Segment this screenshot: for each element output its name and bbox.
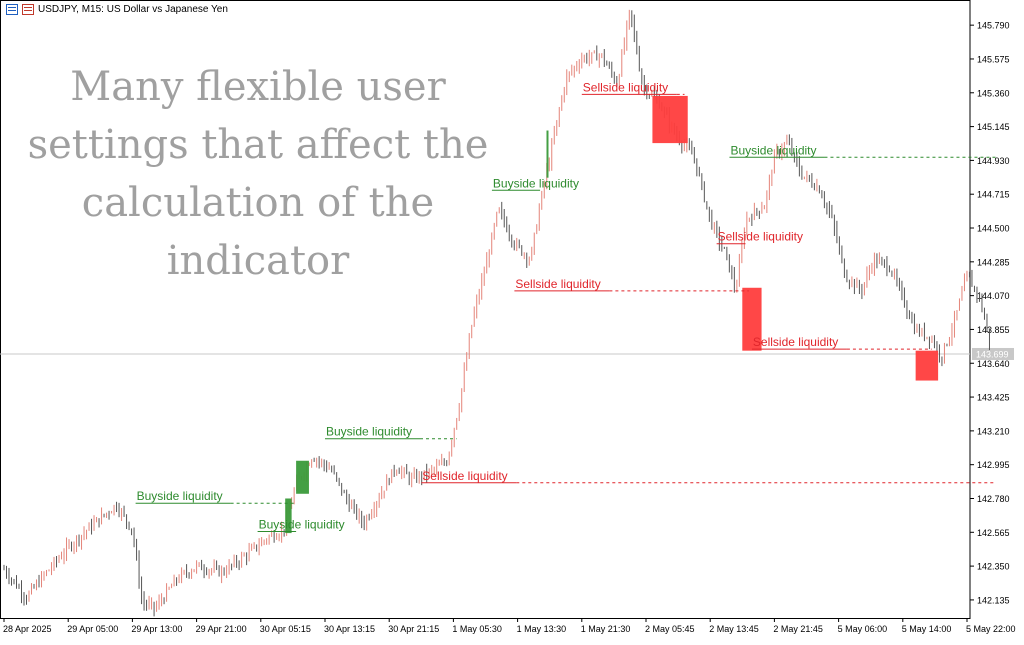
- sellside-zone: [652, 95, 688, 144]
- y-tick-label: 144.715: [977, 190, 1010, 200]
- overlay-caption-line: indicator: [166, 238, 350, 284]
- overlay-caption-line: settings that affect the: [27, 122, 489, 168]
- buyside-label: Buyside liquidity: [326, 425, 412, 439]
- buyside-zone: [296, 460, 309, 494]
- overlay-caption-line: Many flexible user: [70, 64, 446, 110]
- buyside-label: Buyside liquidity: [259, 518, 345, 532]
- overlay-caption: Many flexible user settings that affect …: [20, 58, 496, 290]
- y-tick-label: 142.350: [977, 562, 1010, 572]
- y-tick-label: 144.930: [977, 156, 1010, 166]
- x-tick-label: 30 Apr 21:15: [388, 624, 439, 634]
- x-tick-label: 1 May 05:30: [452, 624, 502, 634]
- y-tick-label: 143.425: [977, 393, 1010, 403]
- y-tick-label: 145.575: [977, 54, 1010, 64]
- chart-title-bar: USDJPY, M15: US Dollar vs Japanese Yen: [6, 4, 228, 15]
- y-tick-label: 142.995: [977, 460, 1010, 470]
- sellside-label: Sellside liquidity: [515, 277, 600, 291]
- y-tick-label: 142.135: [977, 595, 1010, 605]
- x-tick-label: 2 May 05:45: [645, 624, 695, 634]
- symbol-title: USDJPY, M15: US Dollar vs Japanese Yen: [38, 4, 228, 15]
- x-tick-label: 5 May 06:00: [838, 624, 888, 634]
- x-tick-label: 28 Apr 2025: [3, 624, 52, 634]
- x-tick-label: 29 Apr 05:00: [67, 624, 118, 634]
- y-tick-label: 145.790: [977, 21, 1010, 31]
- y-tick-label: 143.210: [977, 426, 1010, 436]
- buyside-label: Buyside liquidity: [730, 143, 816, 157]
- sellside-label: Sellside liquidity: [422, 469, 507, 483]
- x-tick-label: 29 Apr 13:00: [131, 624, 182, 634]
- x-tick-label: 5 May 22:00: [966, 624, 1016, 634]
- x-tick-label: 1 May 13:30: [517, 624, 567, 634]
- buyside-label: Buyside liquidity: [137, 489, 223, 503]
- sellside-label: Sellside liquidity: [753, 335, 838, 349]
- sellside-zone: [742, 287, 762, 351]
- y-tick-label: 145.145: [977, 122, 1010, 132]
- x-tick-label: 2 May 21:45: [773, 624, 823, 634]
- chart-window-icon[interactable]: [6, 4, 18, 15]
- overlay-caption-line: calculation of the: [81, 180, 435, 226]
- sellside-label: Sellside liquidity: [718, 230, 803, 244]
- x-tick-label: 29 Apr 21:00: [196, 624, 247, 634]
- chart-window-icon[interactable]: [22, 4, 34, 15]
- current-price-label: 143.699: [976, 349, 1009, 359]
- y-tick-label: 142.780: [977, 494, 1010, 504]
- x-tick-label: 30 Apr 13:15: [324, 624, 375, 634]
- x-tick-label: 5 May 14:00: [902, 624, 952, 634]
- y-tick-label: 145.360: [977, 88, 1010, 98]
- current-price-tag: [972, 347, 1014, 360]
- y-tick-label: 143.640: [977, 359, 1010, 369]
- x-tick-label: 1 May 21:30: [581, 624, 631, 634]
- y-tick-label: 143.855: [977, 325, 1010, 335]
- y-tick-label: 142.565: [977, 528, 1010, 538]
- y-tick-label: 144.285: [977, 257, 1010, 267]
- y-tick-label: 144.070: [977, 291, 1010, 301]
- x-tick-label: 2 May 13:45: [709, 624, 759, 634]
- plot-frame: [0, 0, 971, 619]
- x-tick-label: 30 Apr 05:15: [260, 624, 311, 634]
- sellside-label: Sellside liquidity: [583, 80, 668, 94]
- y-tick-label: 144.500: [977, 224, 1010, 234]
- buyside-zone: [285, 498, 292, 534]
- buyside-label: Buyside liquidity: [493, 176, 579, 190]
- sellside-zone: [915, 350, 939, 381]
- buyside-zone: [546, 130, 549, 178]
